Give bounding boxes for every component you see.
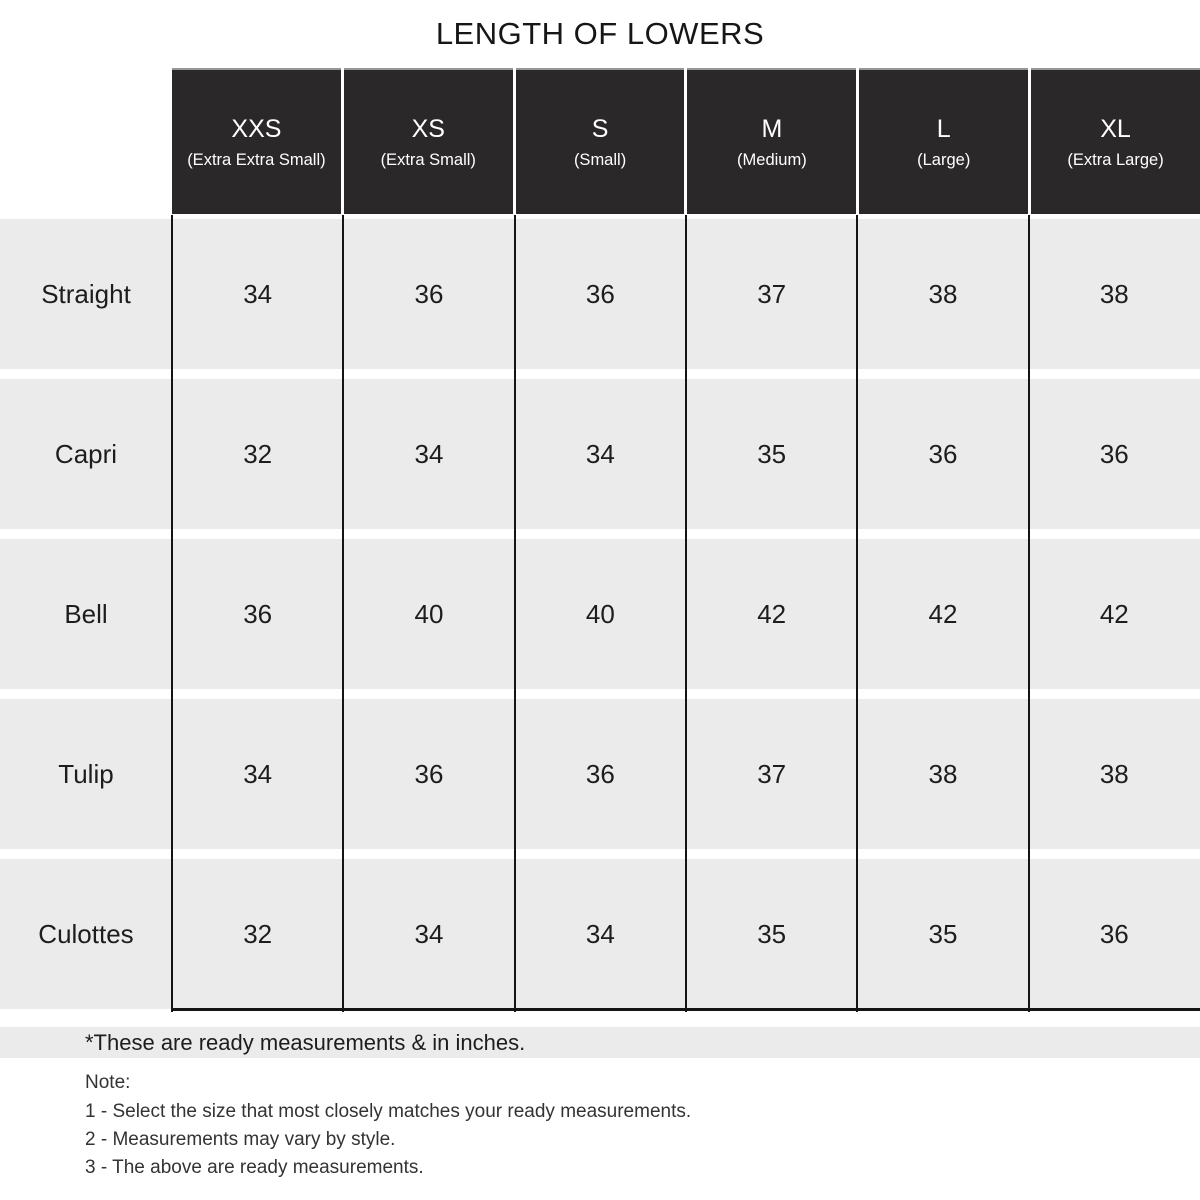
measurement-cell: 36 xyxy=(1099,918,1129,949)
measurement-cell: 32 xyxy=(243,918,273,949)
size-column-header-l: L (Large) xyxy=(859,68,1029,214)
size-abbreviation: XXS xyxy=(231,114,282,143)
column-divider xyxy=(171,215,173,1012)
note-line: 3 - The above are ready measurements. xyxy=(85,1157,424,1178)
size-column-header-xl: XL (Extra Large) xyxy=(1031,68,1200,214)
measurement-cell: 38 xyxy=(1099,278,1129,309)
row-label: Tulip xyxy=(58,758,114,789)
size-abbreviation: M xyxy=(761,114,783,143)
size-column-header-xxs: XXS (Extra Extra Small) xyxy=(172,68,341,214)
measurement-cell: 34 xyxy=(243,758,273,789)
measurement-cell: 34 xyxy=(243,278,273,309)
size-abbreviation: L xyxy=(936,114,951,143)
note-line: 1 - Select the size that most closely ma… xyxy=(85,1101,692,1122)
measurement-cell: 36 xyxy=(1099,438,1129,469)
measurement-cell: 35 xyxy=(757,918,787,949)
measurement-cell: 40 xyxy=(414,598,444,629)
page-title: LENGTH OF LOWERS xyxy=(435,16,765,51)
measurement-cell: 36 xyxy=(414,758,444,789)
size-full-name: (Extra Large) xyxy=(1067,150,1164,169)
note-heading: Note: xyxy=(85,1072,131,1093)
measurement-cell: 32 xyxy=(243,438,273,469)
measurement-cell: 40 xyxy=(585,598,615,629)
note-line: 2 - Measurements may vary by style. xyxy=(85,1129,396,1150)
size-abbreviation: XL xyxy=(1100,114,1131,143)
column-divider xyxy=(856,215,858,1012)
size-column-header-m: M (Medium) xyxy=(687,68,857,214)
measurement-cell: 42 xyxy=(1099,598,1129,629)
table-row-straight: Straight 34 36 36 37 38 38 xyxy=(0,219,1200,369)
measurement-cell: 34 xyxy=(414,918,444,949)
size-full-name: (Extra Small) xyxy=(380,150,476,169)
size-full-name: (Large) xyxy=(917,150,971,169)
table-row-bell: Bell 36 40 40 42 42 42 xyxy=(0,539,1200,689)
measurement-cell: 38 xyxy=(928,758,958,789)
row-label: Capri xyxy=(54,438,118,469)
footnote-band: *These are ready measurements & in inche… xyxy=(0,1027,1200,1058)
measurement-cell: 36 xyxy=(414,278,444,309)
column-divider xyxy=(514,215,516,1012)
measurement-cell: 35 xyxy=(928,918,958,949)
table-row-capri: Capri 32 34 34 35 36 36 xyxy=(0,379,1200,529)
table-bottom-border xyxy=(171,1008,1200,1011)
measurement-cell: 36 xyxy=(928,438,958,469)
column-divider xyxy=(685,215,687,1012)
table-row-culottes: Culottes 32 34 34 35 35 36 xyxy=(0,859,1200,1009)
measurement-cell: 37 xyxy=(757,278,787,309)
size-abbreviation: XS xyxy=(411,114,445,143)
measurement-cell: 34 xyxy=(585,918,615,949)
row-label: Bell xyxy=(64,598,108,629)
measurement-cell: 38 xyxy=(928,278,958,309)
measurement-cell: 36 xyxy=(585,278,615,309)
measurement-cell: 36 xyxy=(243,598,273,629)
row-label: Straight xyxy=(41,278,131,309)
column-divider xyxy=(342,215,344,1012)
measurement-cell: 36 xyxy=(585,758,615,789)
measurement-cell: 37 xyxy=(757,758,787,789)
size-abbreviation: S xyxy=(591,114,609,143)
size-column-header-xs: XS (Extra Small) xyxy=(343,68,513,214)
measurement-cell: 42 xyxy=(928,598,958,629)
size-column-header-s: S (Small) xyxy=(515,68,685,214)
size-full-name: (Small) xyxy=(573,150,627,169)
measurement-cell: 35 xyxy=(757,438,787,469)
size-header-row: XXS (Extra Extra Small) XS (Extra Small)… xyxy=(172,68,1200,214)
measurement-cell: 34 xyxy=(585,438,615,469)
size-full-name: (Medium) xyxy=(737,150,807,169)
footnote: *These are ready measurements & in inche… xyxy=(85,1029,526,1055)
measurement-cell: 42 xyxy=(757,598,787,629)
table-row-tulip: Tulip 34 36 36 37 38 38 xyxy=(0,699,1200,849)
measurement-cell: 38 xyxy=(1099,758,1129,789)
size-full-name: (Extra Extra Small) xyxy=(187,150,326,169)
measurement-cell: 34 xyxy=(414,438,444,469)
note-block: Note: 1 - Select the size that most clos… xyxy=(85,1072,1085,1184)
row-label: Culottes xyxy=(38,918,134,949)
column-divider xyxy=(1028,215,1030,1012)
